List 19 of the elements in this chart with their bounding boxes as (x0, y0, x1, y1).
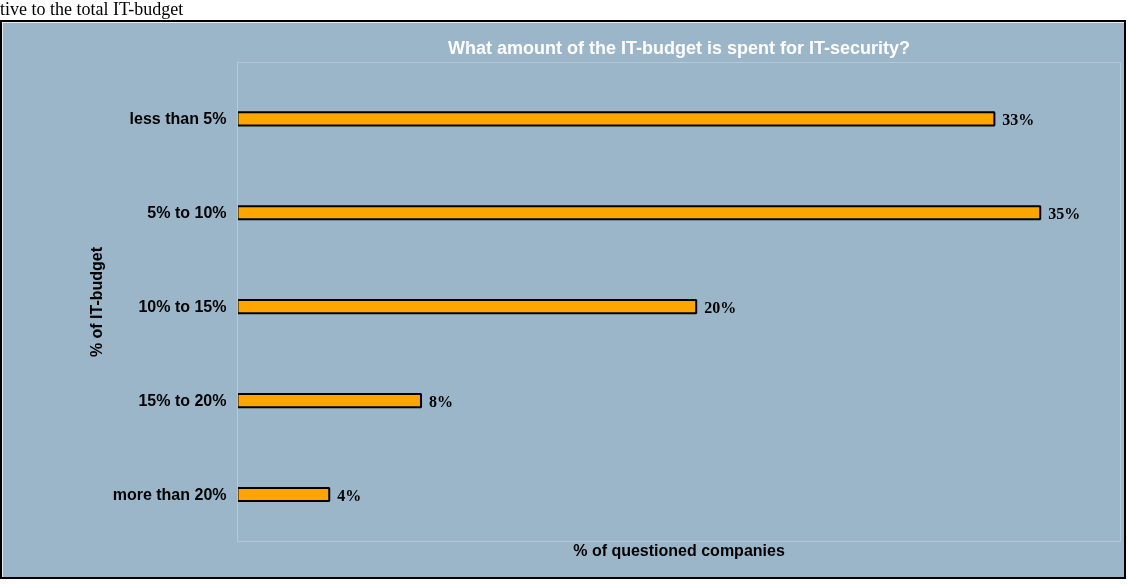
data-label: 20% (704, 299, 737, 317)
text: tive to the total IT-budget (0, 0, 184, 19)
bar (237, 393, 422, 409)
y-tick-label: 5% to 10% (147, 204, 227, 222)
data-label: 35% (1048, 205, 1081, 223)
chart-title: What amount of the IT-budget is spent for IT-security? (448, 37, 911, 58)
y-axis-title: % of IT-budget (87, 246, 105, 358)
bar (237, 299, 698, 315)
y-tick-label: 10% to 15% (138, 298, 227, 316)
y-tick-label: 15% to 20% (138, 392, 227, 410)
x-axis-title: % of questioned companies (573, 541, 785, 559)
data-label: 4% (337, 487, 362, 505)
bar (237, 111, 996, 127)
y-tick-label: more than 20% (112, 486, 227, 504)
y-tick-label: less than 5% (129, 110, 227, 128)
bar (237, 486, 331, 503)
data-label: 33% (1002, 111, 1035, 129)
bar (237, 205, 1042, 221)
data-label: 8% (428, 393, 453, 411)
